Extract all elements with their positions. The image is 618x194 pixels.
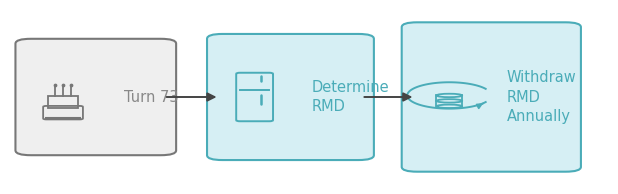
Text: Turn 73: Turn 73	[124, 89, 178, 105]
FancyBboxPatch shape	[402, 22, 581, 172]
Text: Withdraw
RMD
Annually: Withdraw RMD Annually	[507, 70, 577, 124]
FancyBboxPatch shape	[15, 39, 176, 155]
Bar	[48, 96, 78, 108]
Text: Determine
RMD: Determine RMD	[312, 80, 390, 114]
FancyBboxPatch shape	[207, 34, 374, 160]
